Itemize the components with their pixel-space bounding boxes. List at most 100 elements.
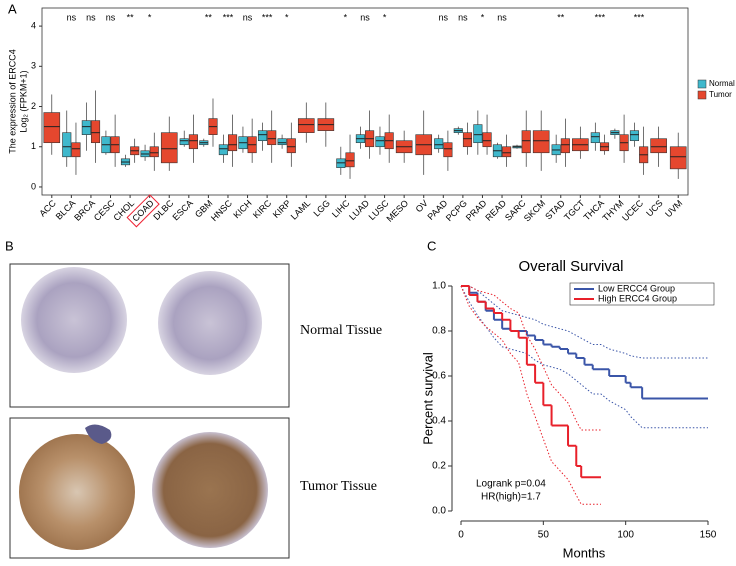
tissue-label: Tumor Tissue — [300, 479, 377, 494]
chart-title: Overall Survival — [518, 258, 623, 275]
x-axis-label: Months — [563, 545, 606, 560]
box — [434, 138, 444, 150]
significance-label: ns — [86, 12, 96, 22]
significance-label: * — [481, 12, 485, 22]
significance-label: *** — [595, 12, 606, 22]
y-axis-label: Percent survival — [420, 352, 435, 445]
significance-label: ns — [439, 12, 449, 22]
significance-label: * — [344, 12, 348, 22]
y-axis-label: The expression of ERCC4 — [7, 49, 17, 154]
x-tick-label: HNSC — [209, 198, 234, 223]
y-tick-label: 3 — [31, 61, 36, 71]
x-tick-label: THYM — [600, 198, 625, 223]
box — [482, 132, 492, 148]
legend-label: Tumor — [709, 90, 732, 99]
significance-label: ns — [360, 12, 370, 22]
significance-label: ns — [67, 12, 77, 22]
significance-label: ** — [205, 12, 213, 22]
significance-label: *** — [223, 12, 234, 22]
confidence-line — [461, 285, 601, 431]
box — [218, 144, 228, 156]
highlight-box — [126, 194, 160, 228]
panel-label: B — [5, 238, 14, 253]
box — [179, 138, 189, 146]
box — [71, 142, 81, 158]
x-tick-label: 0 — [458, 530, 464, 541]
x-tick-label: SKCM — [522, 198, 547, 223]
x-tick-label: MESO — [384, 198, 410, 224]
box — [375, 136, 385, 148]
box — [521, 130, 531, 154]
tissue-label: Normal Tissue — [300, 323, 382, 338]
box — [286, 138, 296, 154]
x-tick-label: KIRC — [251, 198, 274, 221]
box — [90, 120, 101, 144]
box — [267, 130, 277, 146]
box — [149, 146, 159, 158]
box — [473, 124, 483, 144]
x-tick-label: CESC — [92, 198, 117, 223]
y-tick-label: 0 — [31, 181, 36, 191]
tissue-core — [158, 271, 262, 375]
box — [257, 130, 268, 142]
box — [277, 138, 287, 146]
confidence-line — [460, 285, 708, 429]
box — [669, 146, 687, 170]
x-tick-label: KICH — [231, 198, 253, 220]
box — [443, 142, 453, 158]
box — [81, 120, 91, 135]
plot-frame — [41, 7, 689, 196]
tissue-core — [152, 432, 268, 548]
box — [188, 134, 198, 150]
y-tick-label: 4 — [31, 20, 36, 30]
x-tick-label: UCS — [644, 198, 665, 219]
box — [502, 146, 512, 158]
box — [462, 132, 473, 148]
legend-label: Normal — [709, 79, 735, 88]
significance-label: * — [148, 12, 152, 22]
y-tick-label: 0.0 — [432, 506, 446, 517]
tissue-core — [19, 434, 135, 550]
y-tick-label: 0.4 — [432, 416, 446, 427]
y-tick-label: 0.8 — [432, 326, 446, 337]
significance-label: ns — [458, 12, 468, 22]
box — [160, 132, 178, 164]
x-tick-label: PRAD — [464, 198, 489, 223]
panel-label: A — [8, 1, 17, 16]
legend-box — [569, 282, 715, 306]
legend-label: High ERCC4 Group — [598, 293, 677, 303]
legend-swatch — [697, 79, 707, 89]
x-tick-label: 100 — [617, 530, 634, 541]
significance-label: ** — [557, 12, 565, 22]
confidence-line — [461, 285, 708, 359]
confidence-line — [460, 285, 601, 505]
box — [228, 134, 238, 152]
x-tick-label: BRCA — [72, 198, 97, 223]
box — [62, 132, 72, 158]
legend-label: Low ERCC4 Group — [598, 283, 675, 293]
x-tick-label: DLBC — [151, 198, 175, 222]
x-tick-label: LAML — [289, 198, 313, 222]
x-tick-label: LGG — [311, 198, 332, 219]
y-axis-label: Log₂ (FPKM+1) — [18, 70, 28, 132]
y-tick-label: 1 — [31, 141, 36, 151]
box — [43, 112, 61, 144]
tissue-fold — [85, 424, 112, 444]
x-tick-label: UCEC — [620, 198, 645, 223]
x-tick-label: TGCT — [562, 198, 587, 223]
significance-label: ns — [497, 12, 507, 22]
x-tick-label: ESCA — [171, 198, 195, 222]
legend-swatch — [697, 90, 707, 100]
x-tick-label: 150 — [700, 530, 717, 541]
x-tick-label: READ — [483, 198, 508, 223]
box — [345, 152, 355, 168]
box — [650, 138, 667, 154]
significance-label: ns — [243, 12, 253, 22]
tissue-core — [21, 267, 127, 373]
x-tick-label: LUAD — [347, 198, 371, 222]
y-tick-label: 2 — [31, 101, 36, 111]
significance-label: * — [285, 12, 289, 22]
x-tick-label: 50 — [538, 530, 550, 541]
box — [560, 138, 570, 154]
x-tick-label: PCPG — [444, 198, 469, 223]
